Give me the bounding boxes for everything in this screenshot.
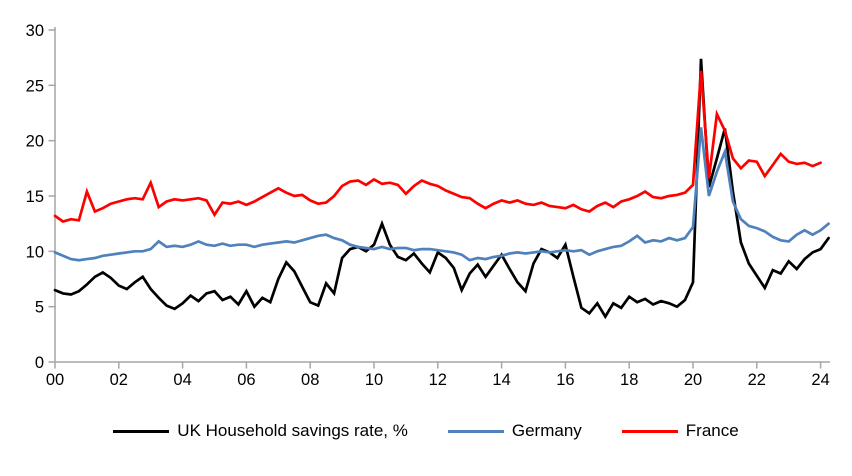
legend-item-uk: UK Household savings rate, % — [113, 421, 408, 441]
y-tick-label: 25 — [26, 77, 44, 95]
legend: UK Household savings rate, % Germany Fra… — [0, 421, 852, 441]
x-tick-label: 18 — [620, 371, 638, 389]
y-tick-label: 15 — [26, 188, 44, 206]
x-tick-label: 04 — [173, 371, 191, 389]
x-tick-label: 12 — [429, 371, 447, 389]
legend-item-france: France — [621, 421, 739, 441]
x-tick-label: 00 — [46, 371, 64, 389]
series-line-france — [53, 70, 822, 223]
legend-label-france: France — [685, 421, 739, 440]
x-tick-label: 06 — [237, 371, 255, 389]
france-line-swatch — [621, 429, 678, 433]
legend-label-uk: UK Household savings rate, % — [177, 421, 408, 440]
y-tick-label: 30 — [26, 22, 44, 40]
legend-label-germany: Germany — [511, 421, 582, 440]
series-line-germany — [53, 127, 830, 262]
uk-line-swatch — [113, 429, 170, 433]
x-tick-label: 22 — [748, 371, 766, 389]
x-tick-label: 14 — [492, 371, 510, 389]
x-tick-label: 16 — [556, 371, 574, 389]
x-tick-label: 20 — [684, 371, 702, 389]
germany-line-swatch — [447, 429, 504, 433]
y-tick-label: 20 — [26, 133, 44, 151]
x-tick-label: 02 — [110, 371, 128, 389]
x-tick-label: 24 — [811, 371, 829, 389]
legend-item-germany: Germany — [447, 421, 582, 441]
y-tick-label: 5 — [35, 299, 44, 317]
line-chart-canvas: 0 5 10 15 20 25 30 00 02 04 06 08 10 12 14 16 18 20 22 24 — [26, 22, 830, 389]
x-tick-label: 08 — [301, 371, 319, 389]
y-tick-label: 0 — [35, 354, 44, 372]
y-tick-label: 10 — [26, 243, 44, 261]
x-tick-label: 10 — [365, 371, 383, 389]
